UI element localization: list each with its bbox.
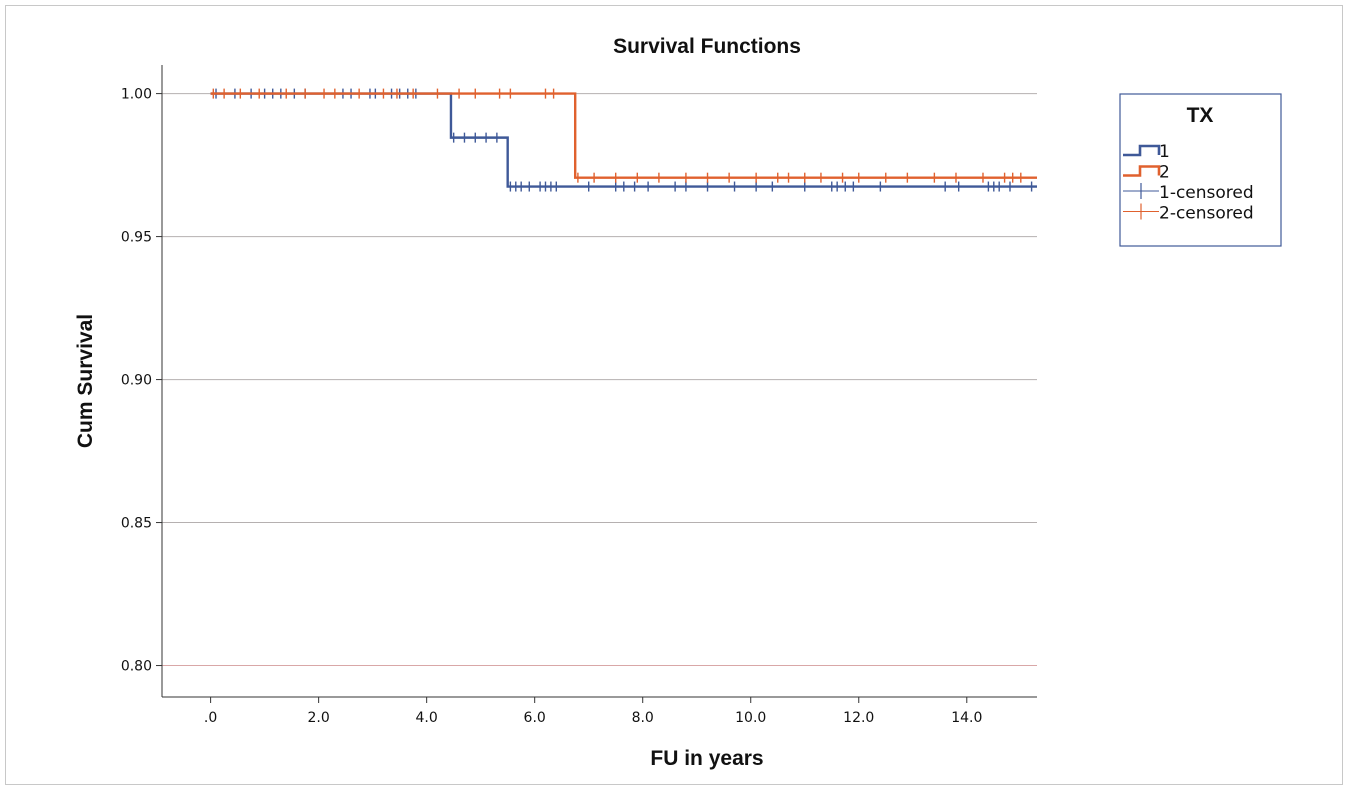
- y-axis-label: Cum Survival: [74, 314, 97, 448]
- legend-label-1: 1: [1159, 142, 1170, 162]
- gridlines: [162, 93, 1037, 667]
- y-tick-label: 0.95: [121, 230, 152, 246]
- legend-step-swatch-2: [1123, 165, 1161, 177]
- y-tick-label: 0.80: [121, 659, 152, 675]
- y-tick-labels: 0.80 0.85 0.90 0.95 1.00: [121, 87, 152, 675]
- legend-label-2: 2: [1159, 163, 1170, 183]
- series-layer: [210, 88, 1037, 192]
- x-tick-label: .0: [204, 710, 217, 726]
- x-tick-label: 10.0: [735, 710, 766, 726]
- x-tick-label: 6.0: [524, 710, 546, 726]
- y-tick-label: 1.00: [121, 87, 152, 103]
- survival-step-line-1: [210, 92, 1037, 188]
- x-tick-label: 4.0: [416, 710, 438, 726]
- legend-box: [1119, 93, 1282, 247]
- x-tick-label: 14.0: [951, 710, 982, 726]
- survival-step-line-2: [210, 92, 1037, 179]
- series-1: [210, 88, 1037, 192]
- x-axis-label: FU in years: [650, 747, 763, 770]
- axes: [156, 65, 1037, 703]
- legend-label-1-censored: 1-censored: [1159, 183, 1254, 203]
- x-tick-label: 2.0: [308, 710, 330, 726]
- y-tick-label: 0.85: [121, 516, 152, 532]
- series-2: [210, 88, 1037, 183]
- x-tick-labels: .0 2.0 4.0 6.0 8.0 10.0 12.0 14.0: [204, 710, 982, 726]
- y-tick-label: 0.90: [121, 373, 152, 389]
- legend-title: TX: [1187, 104, 1214, 127]
- x-tick-label: 8.0: [632, 710, 654, 726]
- legend-label-2-censored: 2-censored: [1159, 204, 1254, 224]
- x-tick-label: 12.0: [843, 710, 874, 726]
- chart-title: Survival Functions: [613, 35, 801, 58]
- legend-step-swatch-1: [1123, 144, 1161, 157]
